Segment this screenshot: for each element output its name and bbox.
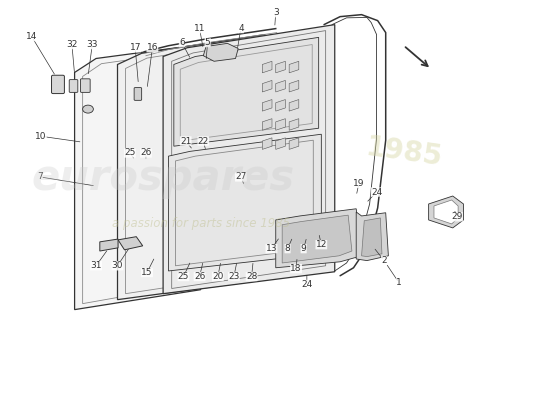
Polygon shape	[262, 119, 272, 130]
Polygon shape	[289, 61, 299, 73]
Text: 27: 27	[235, 172, 246, 181]
Polygon shape	[276, 138, 285, 149]
Text: 18: 18	[290, 264, 302, 273]
Polygon shape	[289, 100, 299, 111]
Text: 14: 14	[26, 32, 37, 41]
Text: 16: 16	[147, 43, 158, 52]
Text: 2: 2	[381, 256, 387, 265]
Text: 28: 28	[246, 272, 257, 281]
Text: 12: 12	[316, 240, 327, 249]
Text: 7: 7	[37, 172, 42, 181]
Text: 30: 30	[112, 261, 123, 270]
FancyBboxPatch shape	[80, 79, 90, 92]
Text: 24: 24	[301, 280, 312, 289]
Text: 6: 6	[179, 38, 185, 47]
Polygon shape	[276, 61, 285, 73]
Text: 11: 11	[194, 24, 205, 33]
FancyBboxPatch shape	[69, 80, 78, 92]
Text: 8: 8	[285, 244, 290, 253]
Text: 13: 13	[266, 244, 277, 253]
Polygon shape	[276, 209, 361, 268]
Polygon shape	[118, 34, 265, 300]
Text: 19: 19	[353, 179, 365, 188]
Text: 15: 15	[141, 268, 153, 277]
Text: 9: 9	[301, 244, 306, 253]
Polygon shape	[262, 61, 272, 73]
Polygon shape	[262, 100, 272, 111]
Text: a passion for parts since 1985: a passion for parts since 1985	[112, 218, 290, 230]
Polygon shape	[204, 43, 238, 61]
Text: 26: 26	[194, 272, 205, 281]
Text: 25: 25	[178, 272, 189, 281]
Polygon shape	[361, 218, 382, 257]
Polygon shape	[282, 215, 352, 263]
Text: 1985: 1985	[364, 133, 445, 172]
Text: 32: 32	[66, 40, 78, 49]
FancyBboxPatch shape	[134, 88, 142, 100]
Text: 29: 29	[452, 212, 463, 221]
Polygon shape	[75, 44, 201, 310]
Text: 5: 5	[205, 38, 211, 47]
FancyBboxPatch shape	[52, 75, 64, 94]
Polygon shape	[434, 200, 458, 224]
Polygon shape	[174, 37, 318, 146]
Text: 22: 22	[197, 136, 209, 146]
Text: 4: 4	[238, 24, 244, 33]
Polygon shape	[428, 196, 464, 228]
Polygon shape	[276, 100, 285, 111]
Polygon shape	[276, 119, 285, 130]
Polygon shape	[289, 119, 299, 130]
Text: 23: 23	[228, 272, 240, 281]
Text: 10: 10	[35, 132, 47, 141]
Polygon shape	[289, 80, 299, 92]
Polygon shape	[100, 239, 118, 251]
Text: 1: 1	[396, 278, 402, 288]
Text: 24: 24	[371, 188, 382, 196]
Polygon shape	[118, 237, 142, 250]
Text: 3: 3	[273, 8, 279, 17]
Text: 25: 25	[124, 148, 135, 158]
Polygon shape	[168, 134, 321, 271]
Text: 17: 17	[129, 43, 141, 52]
Polygon shape	[262, 138, 272, 149]
Polygon shape	[163, 25, 335, 294]
Text: eurospares: eurospares	[31, 157, 295, 199]
Circle shape	[82, 105, 94, 113]
Text: 20: 20	[212, 272, 223, 281]
Polygon shape	[356, 212, 388, 260]
Text: 31: 31	[90, 261, 102, 270]
Text: 21: 21	[180, 136, 191, 146]
Text: 33: 33	[86, 40, 98, 49]
Text: 26: 26	[140, 148, 152, 158]
Polygon shape	[276, 80, 285, 92]
Polygon shape	[262, 80, 272, 92]
Polygon shape	[289, 138, 299, 149]
